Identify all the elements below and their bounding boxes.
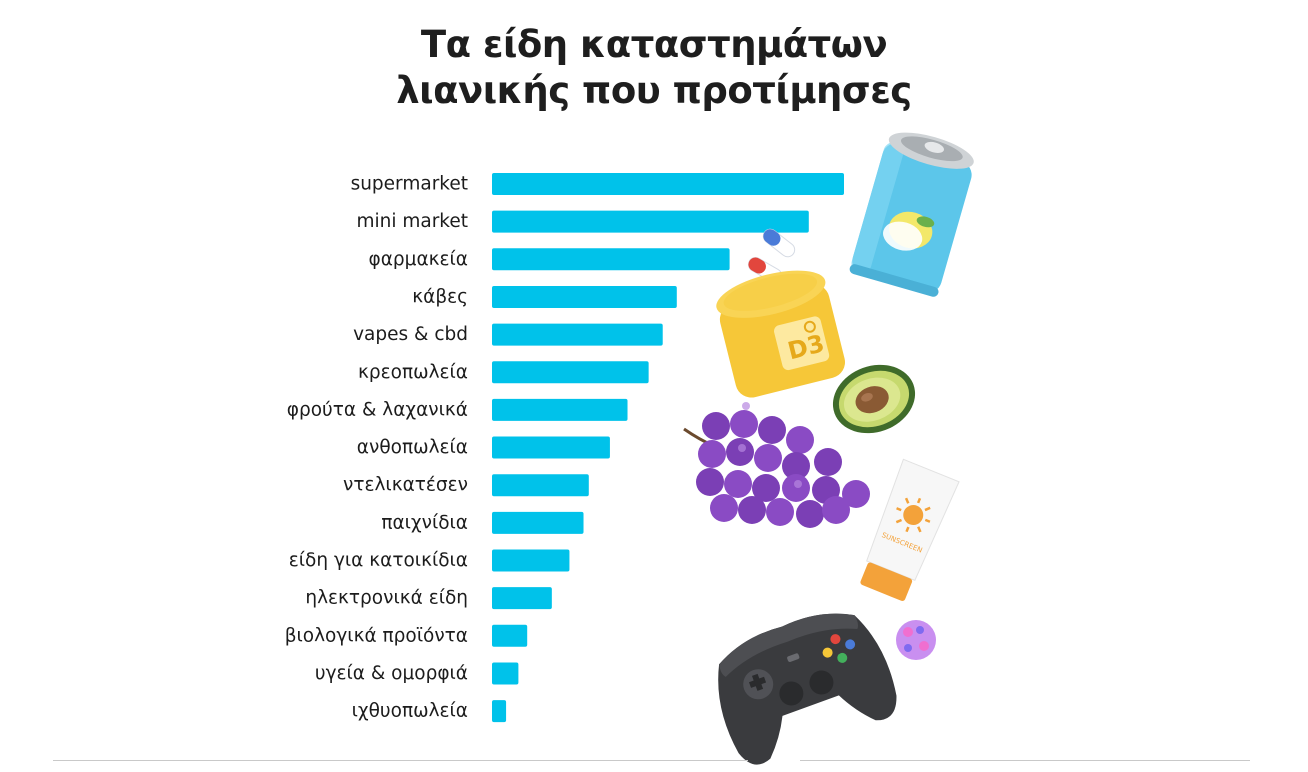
avocado-icon [832, 364, 916, 434]
bottom-divider-right [800, 760, 1250, 761]
soda-can-icon [849, 132, 974, 297]
category-label: vapes & cbd [353, 324, 468, 345]
pill-capsule-icon [762, 228, 796, 258]
bar [492, 173, 844, 195]
bottom-divider-left [53, 760, 748, 761]
bar [492, 436, 610, 459]
category-label: supermarket [351, 174, 468, 195]
bar [492, 624, 528, 647]
category-label: είδη για κατοικίδια [289, 550, 468, 571]
sunscreen-tube-icon: SUNSCREEN [860, 458, 960, 601]
game-controller-icon [718, 613, 897, 765]
vitamin-d3-jar-icon: D3 [716, 270, 846, 398]
category-label: παιχνίδια [381, 512, 468, 533]
bar [492, 323, 663, 346]
bar [492, 248, 730, 271]
chart-title-line-2: λιανικής που προτίμησες [396, 69, 912, 112]
chart-title-line-1: Τα είδη καταστημάτων [420, 23, 888, 66]
category-label: φρούτα & λαχανικά [287, 399, 468, 420]
bar [492, 587, 552, 610]
category-label: ντελικατέσεν [343, 475, 468, 496]
category-label: ιχθυοπωλεία [352, 701, 468, 722]
category-label: ηλεκτρονικά είδη [305, 588, 468, 609]
category-label: ανθοπωλεία [357, 437, 468, 458]
category-label: υγεία & ομορφιά [315, 663, 468, 684]
bar [492, 210, 809, 233]
bar [492, 662, 519, 685]
category-label: κάβες [412, 286, 468, 307]
category-label: φαρμακεία [369, 249, 468, 270]
bar [492, 398, 628, 421]
bar [492, 549, 570, 572]
bar [492, 361, 649, 384]
grapes-icon [683, 402, 870, 528]
pet-ball-icon [896, 620, 936, 660]
category-label: κρεοπωλεία [358, 362, 468, 383]
bar [492, 511, 584, 534]
bar [492, 700, 507, 723]
category-label: βιολογικά προϊόντα [285, 625, 468, 646]
bar [492, 285, 677, 308]
chart-title: Τα είδη καταστημάτων λιανικής που προτίμ… [0, 22, 1308, 114]
category-label: mini market [356, 211, 468, 232]
bar [492, 474, 589, 497]
